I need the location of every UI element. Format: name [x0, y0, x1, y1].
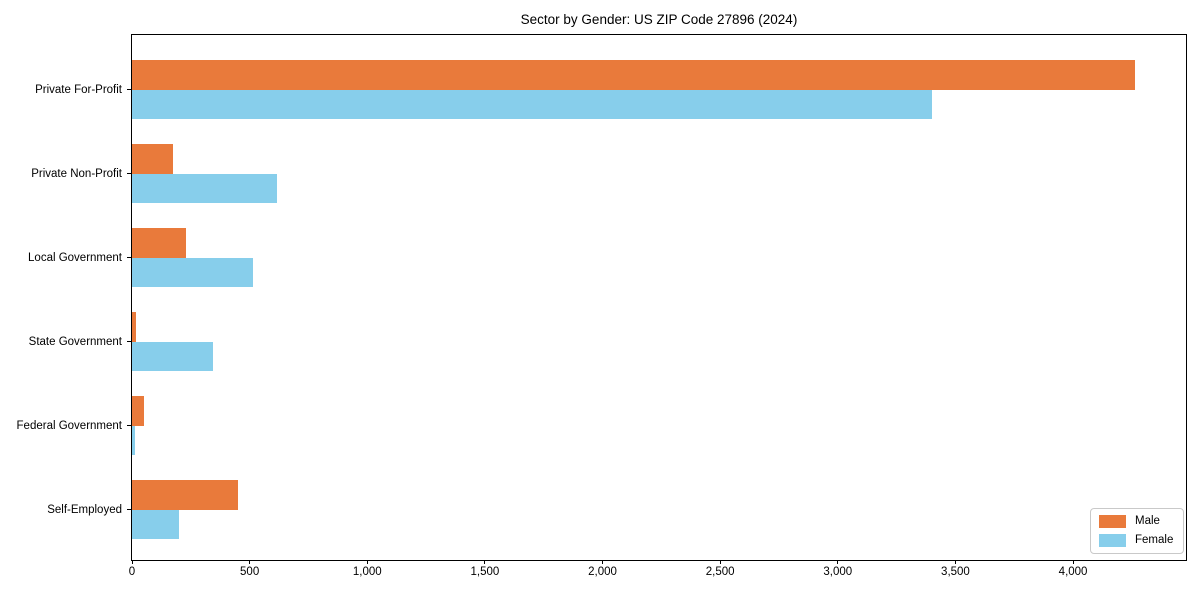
bar-male-state-government	[132, 312, 136, 342]
bar-female-state-government	[132, 341, 214, 372]
x-tick-label-1500: 1,500	[470, 566, 500, 578]
bar-female-federal-government	[132, 425, 136, 456]
x-tick-mark	[366, 560, 368, 564]
y-axis-label-federal-government: Federal Government	[16, 419, 122, 432]
bar-male-private-non-profit	[132, 144, 174, 174]
bar-male-private-for-profit	[132, 60, 1136, 90]
x-tick-mark	[131, 560, 133, 564]
y-tick-mark	[127, 89, 131, 91]
x-tick-mark	[954, 560, 956, 564]
y-axis-label-self-employed: Self-Employed	[47, 503, 122, 516]
plot-area	[131, 34, 1187, 561]
bar-male-self-employed	[132, 480, 238, 510]
x-tick-mark	[249, 560, 251, 564]
bar-female-private-for-profit	[132, 89, 932, 120]
legend: Male Female	[1090, 508, 1184, 554]
x-tick-label-4000: 4,000	[1058, 566, 1088, 578]
x-tick-mark	[1072, 560, 1074, 564]
bar-male-local-government	[132, 228, 187, 258]
x-tick-mark	[719, 560, 721, 564]
x-tick-label-500: 500	[240, 566, 260, 578]
x-tick-mark	[484, 560, 486, 564]
y-axis-label-private-non-profit: Private Non-Profit	[31, 167, 122, 180]
chart-title: Sector by Gender: US ZIP Code 27896 (202…	[520, 12, 798, 27]
y-tick-mark	[127, 341, 131, 343]
x-tick-label-2000: 2,000	[588, 566, 617, 578]
y-axis-label-private-for-profit: Private For-Profit	[35, 83, 122, 96]
y-axis-label-state-government: State Government	[28, 335, 122, 348]
bar-female-self-employed	[132, 509, 180, 540]
x-tick-label-2500: 2,500	[705, 566, 735, 578]
x-tick-label-3500: 3,500	[941, 566, 970, 578]
x-tick-mark	[837, 560, 839, 564]
legend-item-female: Female	[1099, 534, 1175, 547]
y-tick-mark	[127, 173, 131, 175]
bar-male-federal-government	[132, 396, 144, 426]
legend-label-male: Male	[1135, 515, 1160, 527]
legend-label-female: Female	[1135, 534, 1174, 546]
y-tick-mark	[127, 509, 131, 511]
y-tick-mark	[127, 257, 131, 259]
legend-swatch-female	[1099, 534, 1126, 547]
x-tick-label-0: 0	[128, 566, 136, 578]
legend-swatch-male	[1099, 515, 1126, 528]
x-tick-label-3000: 3,000	[823, 566, 853, 578]
x-tick-label-1000: 1,000	[352, 566, 382, 578]
y-tick-mark	[127, 425, 131, 427]
legend-item-male: Male	[1099, 515, 1175, 528]
x-tick-mark	[602, 560, 604, 564]
bar-female-private-non-profit	[132, 173, 277, 204]
bar-female-local-government	[132, 257, 254, 288]
y-axis-label-local-government: Local Government	[28, 251, 122, 264]
